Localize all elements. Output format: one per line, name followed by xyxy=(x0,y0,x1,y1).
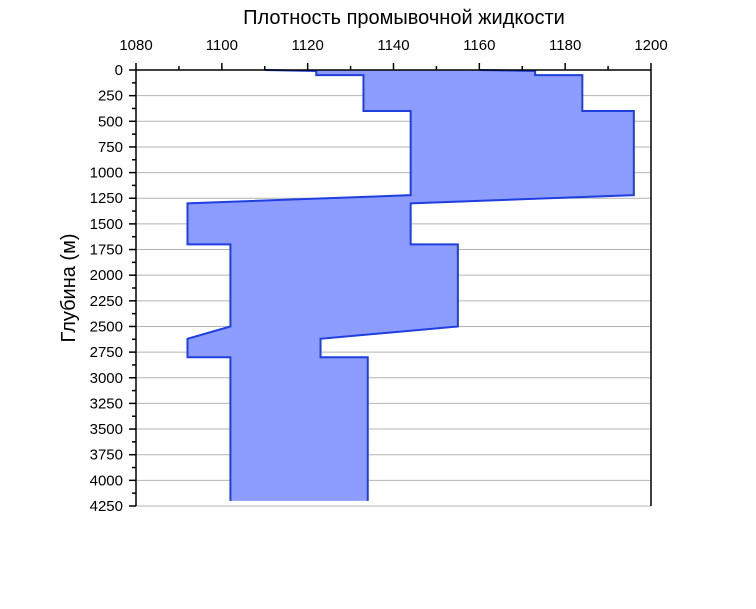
y-tick-label-15: 3750 xyxy=(90,447,123,464)
x-tick-label-2: 1120 xyxy=(292,37,324,54)
density-band xyxy=(186,69,635,501)
chart-title: Плотность промывочной жидкости xyxy=(243,7,565,29)
x-tick-label-6: 1200 xyxy=(634,37,667,54)
y-tick-label-6: 1500 xyxy=(90,216,123,233)
x-tick-label-4: 1160 xyxy=(463,37,495,54)
y-tick-label-5: 1250 xyxy=(90,190,123,207)
upper-bound-line xyxy=(319,69,635,501)
y-tick-label-4: 1000 xyxy=(90,165,123,182)
y-axis-label: Глубина (м) xyxy=(58,233,80,342)
y-axis-ticks: 0 250 500 750 1000 1250 1500 1750 2000 2250 2500 27… xyxy=(90,62,136,515)
y-tick-label-17: 4250 xyxy=(90,498,123,515)
y-tick-label-10: 2500 xyxy=(90,318,123,335)
y-tick-label-13: 3250 xyxy=(90,395,123,412)
x-tick-label-0: 1080 xyxy=(119,37,152,54)
band-fill xyxy=(187,70,634,501)
x-axis-ticks: 1080 1100 1120 1140 1160 1180 1200 xyxy=(119,37,668,70)
y-tick-label-14: 3500 xyxy=(90,421,123,438)
x-tick-label-3: 1140 xyxy=(377,37,409,54)
x-tick-label-5: 1180 xyxy=(549,37,581,54)
y-tick-label-8: 2000 xyxy=(90,267,123,284)
y-tick-label-7: 1750 xyxy=(90,242,123,259)
y-tick-label-1: 250 xyxy=(98,88,123,105)
y-tick-label-16: 4000 xyxy=(90,472,123,489)
x-tick-label-1: 1100 xyxy=(206,37,238,54)
y-tick-label-9: 2250 xyxy=(90,293,123,310)
y-tick-label-0: 0 xyxy=(115,62,123,79)
y-tick-label-3: 750 xyxy=(98,139,123,156)
y-tick-label-11: 2750 xyxy=(90,344,123,361)
y-tick-label-2: 500 xyxy=(98,113,123,130)
y-tick-label-12: 3000 xyxy=(90,370,123,387)
lower-bound-line xyxy=(186,69,412,501)
